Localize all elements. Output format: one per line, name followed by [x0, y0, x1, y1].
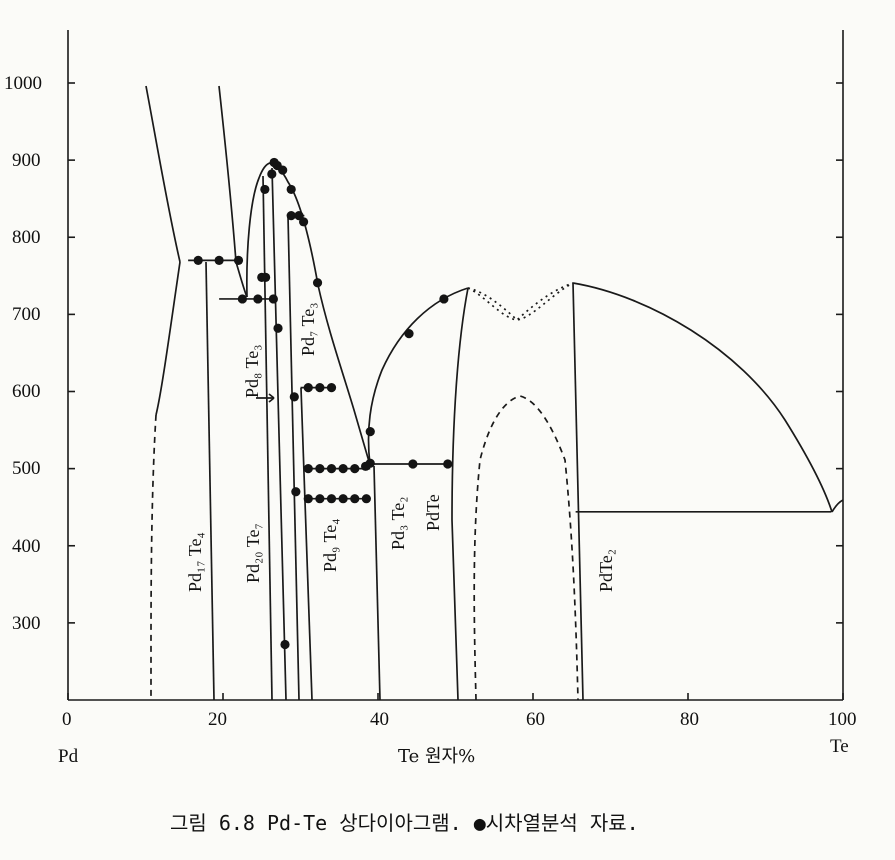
phase-labels: Pd₁₇ Te₄ Pd₂₀ Te₇ Pd₈ Te₃ Pd₇ Te₃ Pd₉ Te…: [185, 303, 616, 592]
phase-label: Pd₇ Te₃: [298, 303, 318, 356]
phase-line: [205, 261, 215, 701]
dta-point: [338, 494, 348, 504]
phase-label: Pd₉ Te₄: [320, 519, 340, 572]
dta-point: [260, 184, 270, 195]
phase-arrow: [268, 393, 275, 399]
x-right-element-label: Te: [830, 736, 849, 757]
dta-points: [193, 157, 453, 650]
dta-point: [289, 392, 299, 402]
y-tick-label: 500: [12, 458, 41, 479]
dta-point: [312, 278, 323, 288]
dta-point: [280, 639, 290, 650]
x-tick-label: 100: [828, 709, 857, 730]
solidus-curve: [831, 499, 844, 513]
liquidus-curve: [218, 85, 248, 298]
x-tick-label: 60: [526, 709, 545, 730]
dta-point: [303, 464, 313, 474]
phase-label: Pd₈ Te₃: [242, 345, 262, 398]
dta-point: [350, 494, 360, 504]
dta-point: [193, 255, 203, 265]
y-tick-label: 700: [12, 304, 41, 325]
dta-point: [326, 464, 337, 474]
metastable-curve: [467, 282, 574, 322]
phase-line: [373, 465, 381, 701]
dta-point: [267, 169, 277, 179]
solvus-curve: [150, 414, 157, 700]
x-left-element-label: Pd: [58, 746, 79, 767]
dta-point: [273, 323, 283, 333]
phase-label: Pd₃ Te₂: [388, 497, 408, 550]
x-tick-label: 20: [208, 709, 227, 730]
dta-point: [233, 255, 244, 265]
phase-boundaries: [145, 85, 844, 701]
dta-point: [315, 494, 325, 504]
dta-point: [268, 294, 278, 304]
x-tick-label: 40: [370, 709, 389, 730]
liquidus-curve: [145, 85, 181, 263]
phase-line: [287, 215, 300, 701]
y-tick-label: 1000: [4, 73, 42, 94]
y-tick-label: 900: [12, 150, 41, 171]
dta-point: [299, 217, 309, 227]
y-tick-label: 400: [12, 536, 41, 557]
solidus-curve: [451, 287, 469, 701]
figure-caption: 그림 6.8 Pd-Te 상다이아그램. ●시차열분석 자료.: [170, 811, 639, 835]
x-axis-title: Te 원자%: [398, 746, 475, 767]
phase-line: [262, 175, 273, 701]
dta-point: [326, 383, 337, 393]
dta-point: [286, 211, 296, 221]
dta-point: [404, 329, 414, 339]
phase-label: Pd₂₀ Te₇: [243, 523, 263, 583]
y-tick-label: 300: [12, 613, 41, 634]
liquidus-curve: [572, 282, 833, 513]
phase-line: [300, 387, 313, 701]
dta-point: [338, 464, 348, 474]
phase-arrow: [268, 397, 275, 403]
dta-point: [278, 165, 288, 175]
solidus-curve: [155, 261, 181, 416]
dta-point: [303, 383, 313, 393]
y-tick-labels: 300 400 500 600 700 800 900 1000: [4, 73, 42, 634]
dta-point: [365, 458, 375, 468]
liquidus-curve: [246, 162, 371, 466]
dta-point: [286, 184, 296, 195]
miscibility-gap-curve: [473, 395, 579, 701]
dta-point: [214, 255, 224, 265]
dta-point: [291, 487, 301, 497]
phase-label: PdTe: [423, 494, 443, 531]
y-tick-label: 600: [12, 381, 41, 402]
dta-point: [303, 494, 313, 504]
dta-point: [315, 464, 325, 474]
dta-point: [261, 272, 271, 282]
dta-point: [237, 294, 247, 304]
axis-ticks: [67, 82, 844, 700]
dta-point: [350, 464, 360, 474]
phase-label: Pd₁₇ Te₄: [185, 532, 205, 592]
dta-point: [443, 459, 453, 469]
metastable-curve: [467, 282, 574, 321]
x-tick-label: 80: [680, 709, 699, 730]
phase-label: PdTe₂: [596, 549, 616, 592]
dta-point: [365, 427, 375, 437]
y-tick-label: 800: [12, 227, 41, 248]
dta-point: [253, 294, 263, 304]
x-tick-label: 0: [62, 709, 72, 730]
dta-point: [439, 294, 449, 304]
dta-point: [408, 459, 418, 469]
x-tick-labels: 0 20 40 60 80 100: [62, 709, 857, 730]
phase-line: [271, 167, 287, 701]
dta-point: [361, 494, 371, 504]
dta-point: [315, 383, 325, 393]
phase-line: [572, 282, 584, 701]
dta-point: [326, 494, 337, 504]
